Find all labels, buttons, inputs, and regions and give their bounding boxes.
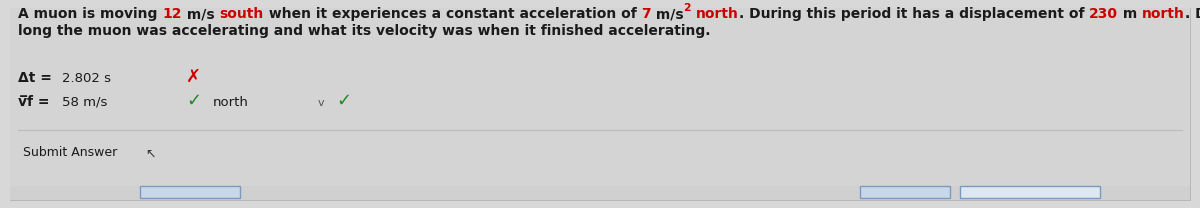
Text: Δt =: Δt = — [18, 71, 56, 85]
Text: ✓: ✓ — [336, 92, 352, 110]
Text: . Determine how: . Determine how — [1186, 7, 1200, 21]
FancyBboxPatch shape — [960, 186, 1100, 198]
Text: v: v — [318, 98, 325, 108]
Text: 12: 12 — [162, 7, 181, 21]
Text: ✓: ✓ — [186, 92, 202, 110]
Text: north: north — [696, 7, 739, 21]
Text: 2: 2 — [683, 3, 691, 13]
FancyBboxPatch shape — [860, 186, 950, 198]
FancyBboxPatch shape — [18, 130, 1182, 196]
Text: north: north — [1142, 7, 1186, 21]
Text: A muon is moving: A muon is moving — [18, 7, 162, 21]
Text: 7: 7 — [641, 7, 650, 21]
Text: v̅f =: v̅f = — [18, 95, 54, 109]
FancyBboxPatch shape — [208, 73, 328, 95]
FancyBboxPatch shape — [58, 73, 178, 95]
Text: south: south — [220, 7, 264, 21]
FancyBboxPatch shape — [10, 186, 1190, 200]
Text: m/s: m/s — [650, 7, 683, 21]
Text: Submit Answer: Submit Answer — [23, 146, 118, 159]
Text: ✗: ✗ — [186, 68, 202, 86]
Text: 230: 230 — [1090, 7, 1118, 21]
Text: m/s: m/s — [181, 7, 220, 21]
FancyBboxPatch shape — [140, 186, 240, 198]
Text: 58 m/s: 58 m/s — [62, 96, 107, 109]
Text: m: m — [1118, 7, 1142, 21]
FancyBboxPatch shape — [58, 50, 178, 72]
Text: ↖: ↖ — [145, 148, 156, 161]
Text: long the muon was accelerating and what its velocity was when it finished accele: long the muon was accelerating and what … — [18, 24, 710, 38]
Text: 2.802 s: 2.802 s — [62, 72, 112, 85]
Text: when it experiences a constant acceleration of: when it experiences a constant accelerat… — [264, 7, 641, 21]
Text: north: north — [214, 96, 248, 109]
Text: . During this period it has a displacement of: . During this period it has a displaceme… — [739, 7, 1090, 21]
